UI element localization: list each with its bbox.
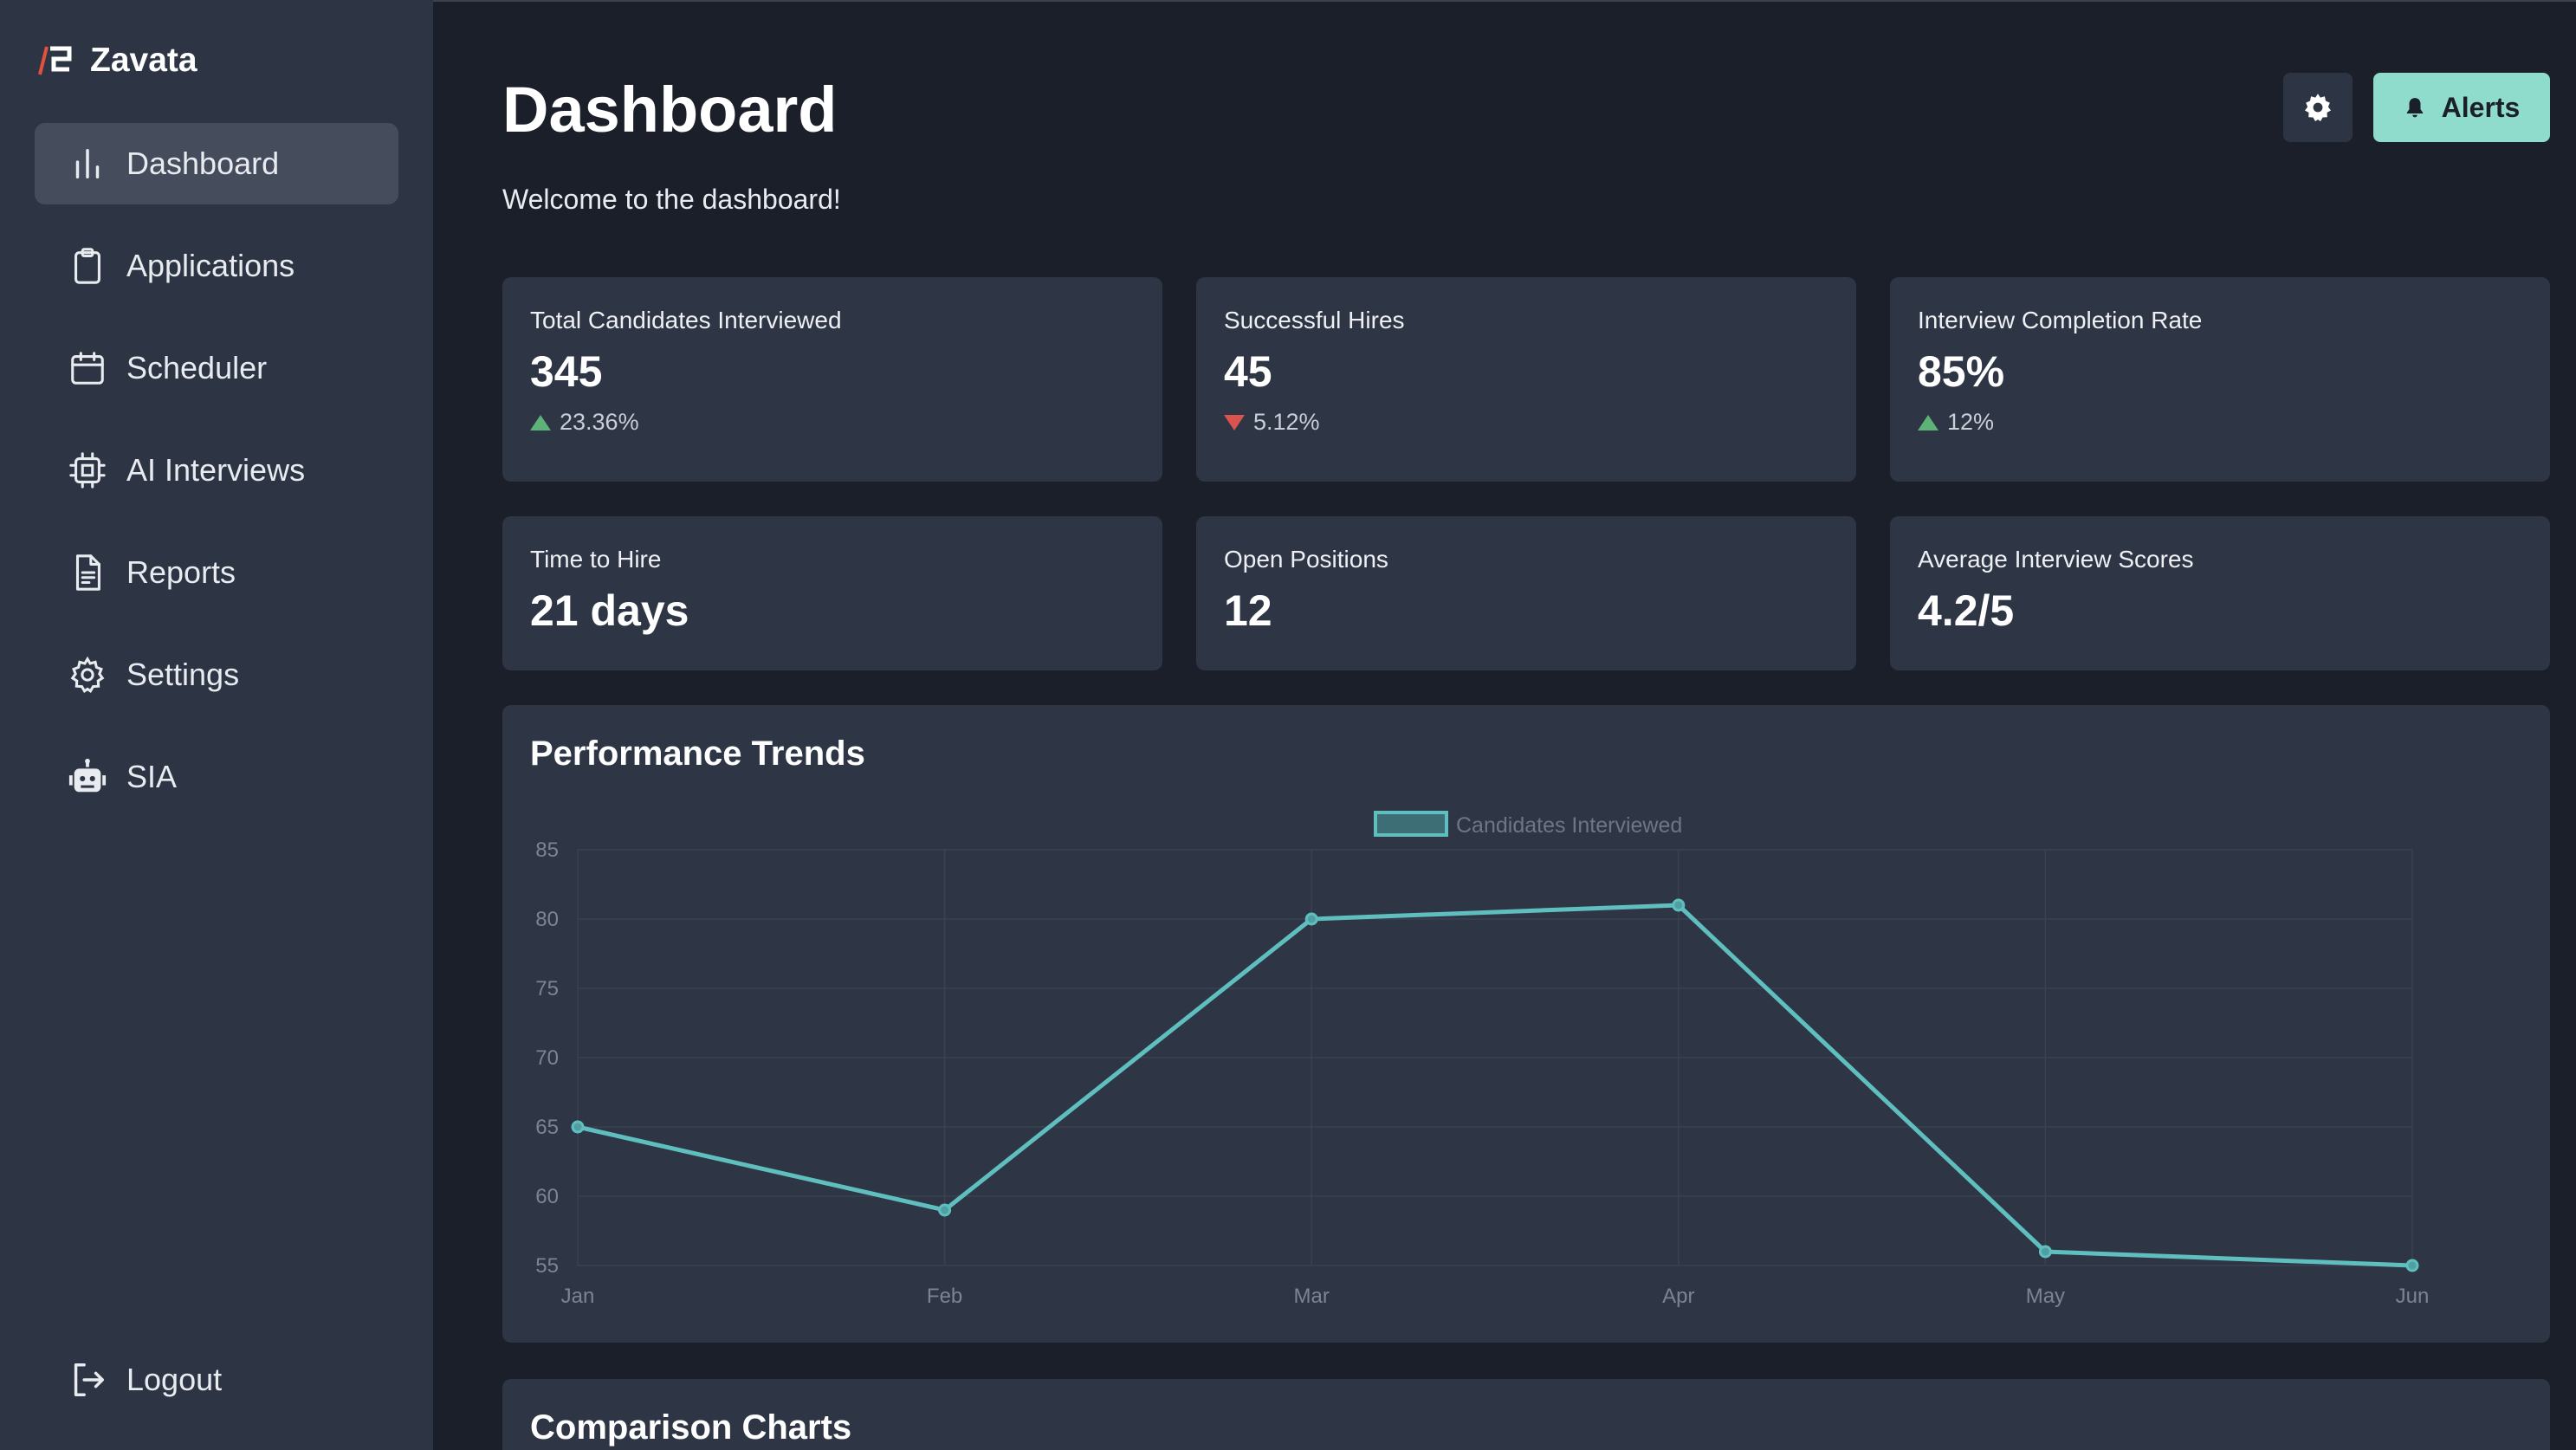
y-tick-label: 80 (535, 908, 559, 931)
stat-title: Successful Hires (1224, 307, 1405, 333)
brand-name: Zavata (90, 42, 197, 79)
stat-value: 45 (1224, 347, 1272, 396)
sidebar-item-ai-interviews[interactable]: AI Interviews (35, 430, 398, 511)
top-divider (433, 0, 2576, 2)
sidebar-item-label: Dashboard (126, 146, 280, 181)
data-point (2405, 1259, 2419, 1272)
brand[interactable]: Zavata (35, 42, 197, 80)
sidebar-item-label: Applications (126, 248, 295, 283)
sidebar-item-label: AI Interviews (126, 452, 306, 488)
stat-value: 12 (1224, 586, 1272, 635)
settings-button[interactable] (2283, 73, 2353, 142)
logout-button[interactable]: Logout (35, 1339, 398, 1421)
x-tick-label: Jun (2396, 1285, 2430, 1308)
stat-card-total-candidates: Total Candidates Interviewed 345 23.36% (502, 277, 1162, 482)
legend-label: Candidates Interviewed (1456, 813, 1682, 838)
sidebar-item-scheduler[interactable]: Scheduler (35, 327, 398, 409)
gear-icon (2305, 94, 2331, 122)
panel-title: Performance Trends (530, 735, 865, 773)
stat-change: 5.12% (1224, 409, 1828, 436)
sidebar-item-label: SIA (126, 759, 178, 794)
logout-icon (74, 1363, 104, 1396)
stat-title: Time to Hire (530, 546, 662, 573)
sidebar-item-dashboard[interactable]: Dashboard (35, 123, 398, 204)
x-tick-label: Mar (1294, 1285, 1330, 1308)
sidebar-item-label: Scheduler (126, 350, 268, 385)
alerts-label: Alerts (2441, 91, 2521, 123)
trend-up-icon (1918, 414, 1938, 430)
cpu-chip-icon (69, 452, 106, 489)
stat-value: 4.2/5 (1918, 586, 2015, 635)
data-point (571, 1120, 585, 1134)
stat-card-average-scores: Average Interview Scores 4.2/5 (1890, 516, 2550, 670)
x-tick-label: Feb (927, 1285, 962, 1308)
brand-logo-icon (38, 46, 72, 75)
stat-card-completion-rate: Interview Completion Rate 85% 12% (1890, 277, 2550, 482)
stat-change-value: 5.12% (1253, 409, 1320, 435)
data-point (938, 1203, 952, 1217)
legend-swatch (1374, 811, 1448, 837)
data-point (1672, 898, 1686, 912)
stat-title: Interview Completion Rate (1918, 307, 2203, 333)
gear-icon (70, 656, 105, 693)
performance-trends-panel: Performance Trends 55 60 65 70 75 80 85 Jan Feb M… (502, 705, 2550, 1343)
sidebar-item-label: Reports (126, 554, 236, 590)
x-tick-label: Apr (1662, 1285, 1694, 1308)
y-tick-label: 55 (535, 1254, 559, 1278)
trend-up-icon (530, 414, 551, 430)
alerts-button[interactable]: Alerts (2373, 73, 2550, 142)
sidebar-item-applications[interactable]: Applications (35, 225, 398, 307)
y-tick-label: 60 (535, 1185, 559, 1208)
stat-card-open-positions: Open Positions 12 (1196, 516, 1856, 670)
sidebar: Zavata Dashboard Applications Scheduler … (0, 0, 433, 1450)
stat-change-value: 12% (1947, 409, 1995, 435)
main-content: Dashboard Welcome to the dashboard! Aler… (433, 0, 2576, 1450)
y-tick-label: 85 (535, 838, 559, 862)
stat-card-successful-hires: Successful Hires 45 5.12% (1196, 277, 1856, 482)
sidebar-item-settings[interactable]: Settings (35, 634, 398, 715)
bell-icon (2406, 98, 2423, 118)
y-tick-label: 70 (535, 1046, 559, 1070)
welcome-message: Welcome to the dashboard! (502, 184, 841, 215)
y-tick-label: 75 (535, 977, 559, 1000)
bar-chart-icon (75, 148, 100, 179)
sidebar-item-sia[interactable]: SIA (35, 736, 398, 818)
performance-line-chart: 55 60 65 70 75 80 85 Jan Feb Mar Apr May Jun Candidat… (535, 811, 2430, 1308)
data-point (2038, 1245, 2052, 1259)
page-title: Dashboard (502, 74, 838, 146)
sidebar-item-reports[interactable]: Reports (35, 532, 398, 613)
data-point (1304, 912, 1318, 926)
series-line-candidates-interviewed (577, 903, 2413, 1268)
document-icon (75, 554, 100, 591)
stat-card-time-to-hire: Time to Hire 21 days (502, 516, 1162, 670)
panel-title: Comparison Charts (530, 1408, 852, 1447)
stat-change-value: 23.36% (560, 409, 639, 435)
comparison-charts-panel: Comparison Charts (502, 1379, 2550, 1450)
stat-title: Total Candidates Interviewed (530, 307, 842, 333)
x-tick-label: Jan (561, 1285, 595, 1308)
stat-title: Average Interview Scores (1918, 546, 2194, 573)
stat-change: 12% (1918, 409, 2522, 436)
stat-value: 85% (1918, 347, 2005, 396)
robot-icon (68, 758, 107, 793)
stat-value: 21 days (530, 586, 689, 635)
sidebar-item-label: Settings (126, 657, 240, 692)
stat-value: 345 (530, 347, 603, 396)
stat-title: Open Positions (1224, 546, 1388, 573)
trend-down-icon (1224, 414, 1245, 430)
x-tick-label: May (2026, 1285, 2065, 1308)
logout-label: Logout (126, 1362, 223, 1397)
calendar-icon (71, 352, 104, 385)
clipboard-icon (74, 248, 100, 284)
stat-change: 23.36% (530, 409, 1135, 436)
y-tick-label: 65 (535, 1116, 559, 1139)
